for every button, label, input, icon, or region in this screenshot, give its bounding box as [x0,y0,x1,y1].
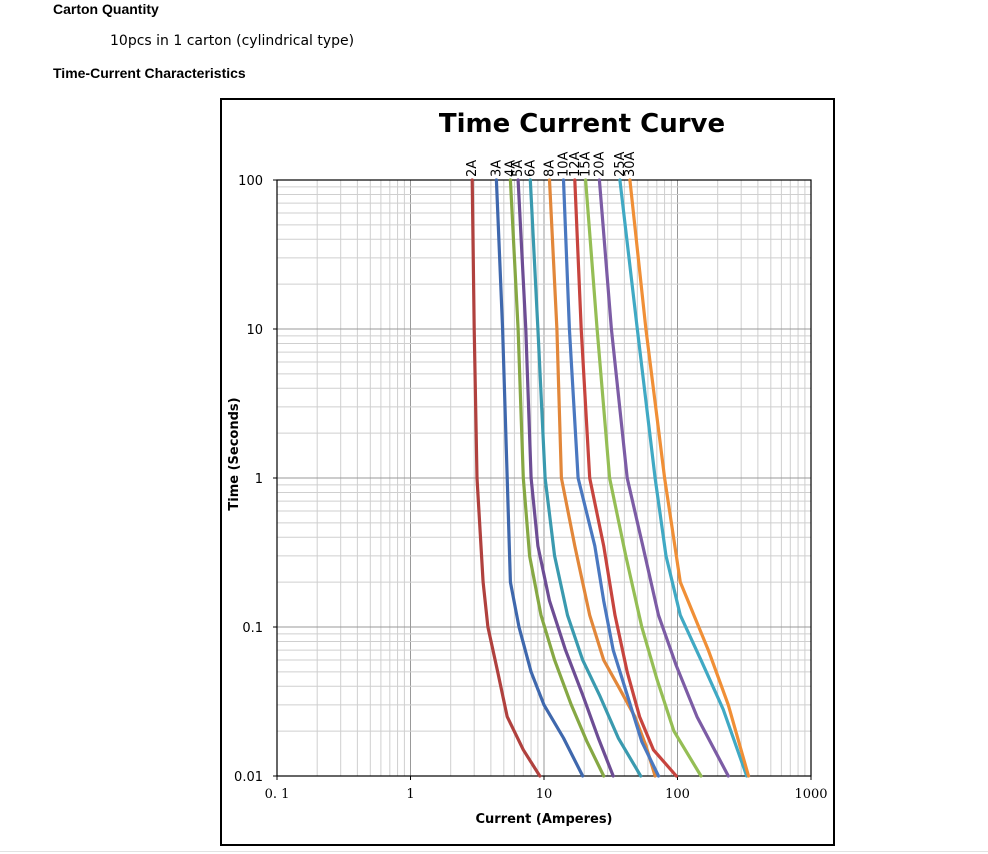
curve-5a [516,178,615,778]
curve-label-20a: 20A [592,151,607,177]
page-bottom-rule [0,851,988,852]
y-tick-label: 0.1 [242,621,263,636]
x-tick-label: 1 [406,787,414,802]
curve-2a [470,178,542,778]
curves [470,178,751,778]
curve-label-25a: 25A [613,152,628,178]
curve-3a [494,178,585,778]
x-tick-label: 100 [665,787,690,802]
x-tick-label: 0. 1 [265,787,290,802]
y-axis-label: Time (Seconds) [227,397,242,510]
x-tick-label: 1000 [794,787,827,802]
curve-label-15a: 15A [579,151,594,177]
x-tick-label: 10 [536,787,553,802]
y-tick-label: 10 [246,323,263,338]
curve-12a [573,178,678,778]
curve-20a [597,178,730,778]
curve-label-2a: 2A [465,160,480,177]
curve-label-5a: 5A [511,160,526,177]
curve-label-10a: 10A [557,151,572,177]
curve-4a [508,178,606,778]
carton-quantity-heading: Carton Quantity [53,1,159,17]
carton-quantity-text: 10pcs in 1 carton (cylindrical type) [110,33,355,49]
curve-label-30a: 30A [623,151,638,177]
chart-title: Time Current Curve [439,109,725,139]
y-tick-label: 1 [255,472,263,487]
curve-25a [618,178,749,778]
curve-label-4a: 4A [503,160,518,177]
y-tick-label: 0.01 [234,770,263,785]
curve-30a [628,178,751,778]
x-axis-label: Current (Amperes) [475,812,612,827]
y-tick-label: 100 [238,174,263,189]
curve-6a [528,178,643,778]
time-current-heading: Time-Current Characteristics [53,65,246,81]
curve-label-12a: 12A [568,151,583,177]
curve-label-6a: 6A [523,160,538,177]
curve-label-3a: 3A [489,160,504,177]
axis-ticks: 100 10 1 0.1 0.010. 1 1 10 100 1000 [234,174,828,802]
time-current-chart: 100 10 1 0.1 0.01 0. 1 1 10 100 1000 2A 3A 4A 5A 6A 8A… [220,98,835,846]
curve-label-8a: 8A [543,160,558,177]
curve-15a [584,178,703,778]
curve-10a [561,178,661,778]
curve-8a [547,178,657,778]
